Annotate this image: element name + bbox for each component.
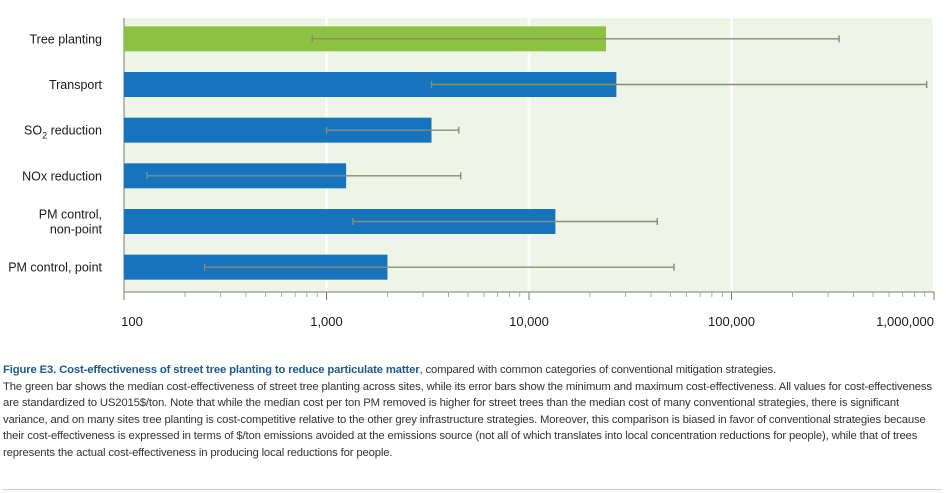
caption-body: The green bar shows the median cost-effe…: [3, 380, 932, 459]
x-tick-label: 10,000: [509, 314, 549, 329]
x-tick-label: 100: [121, 314, 143, 329]
category-label-4: non-point: [50, 223, 103, 237]
x-tick-label: 1,000: [310, 314, 343, 329]
category-label-0: Tree planting: [30, 32, 103, 46]
caption-divider: [3, 489, 941, 490]
category-label-5: PM control, point: [8, 261, 102, 275]
x-tick-label: 1,000,000: [876, 314, 934, 329]
caption-title: Figure E3. Cost-effectiveness of street …: [3, 364, 420, 376]
caption-subtitle: , compared with common categories of con…: [419, 364, 777, 376]
category-label-4: PM control,: [39, 208, 102, 222]
cost-effectiveness-chart: 100 1,000 10,000 100,000 1,000,000 Tree plant…: [8, 18, 936, 329]
category-label-1: Transport: [49, 78, 103, 92]
figure-caption: Figure E3. Cost-effectiveness of street …: [3, 362, 941, 462]
category-label-3: NOx reduction: [22, 169, 102, 183]
x-tick-label: 100,000: [708, 314, 755, 329]
category-label-2: SO2 reduction: [24, 124, 102, 141]
